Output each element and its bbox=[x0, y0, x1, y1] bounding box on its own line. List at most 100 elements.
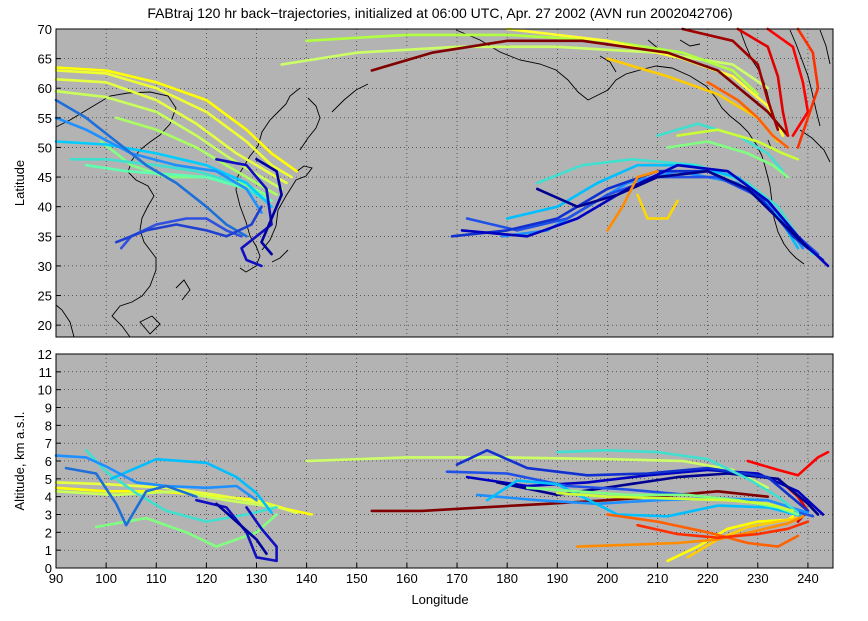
map-y-tick-label: 60 bbox=[38, 81, 52, 96]
altitude-trajectory-16 bbox=[455, 449, 810, 513]
map-trajectory-36 bbox=[676, 128, 800, 161]
altitude-y-tick-label: 6 bbox=[45, 454, 52, 469]
map-y-tick-label: 40 bbox=[38, 200, 52, 215]
map-trajectory-9 bbox=[54, 116, 263, 214]
altitude-y-tick-label: 11 bbox=[39, 365, 53, 380]
map-y-tick-label: 70 bbox=[38, 22, 52, 37]
altitude-y-tick-label: 10 bbox=[38, 383, 52, 398]
altitude-trajectory-10 bbox=[305, 456, 770, 490]
altitude-trajectories bbox=[54, 449, 830, 563]
altitude-x-tick-label: 220 bbox=[697, 571, 719, 586]
altitude-trajectory-12 bbox=[746, 450, 830, 477]
map-y-tick-label: 65 bbox=[38, 52, 52, 67]
map-trajectory-4 bbox=[114, 116, 278, 197]
map-trajectory-23 bbox=[766, 27, 810, 137]
altitude-trajectory-8 bbox=[195, 498, 278, 563]
altitude-y-tick-label: 8 bbox=[45, 418, 52, 433]
altitude-y-tick-label: 1 bbox=[45, 543, 52, 558]
altitude-trajectory-9 bbox=[215, 502, 268, 555]
map-y-tick-label: 35 bbox=[38, 229, 52, 244]
altitude-x-tick-label: 170 bbox=[446, 571, 468, 586]
altitude-x-tick-label: 230 bbox=[747, 571, 769, 586]
map-trajectory-21 bbox=[681, 27, 780, 131]
altitude-trajectory-1 bbox=[54, 481, 298, 514]
map-trajectory-22 bbox=[736, 27, 790, 137]
map-trajectories bbox=[54, 27, 830, 268]
altitude-y-tick-label: 7 bbox=[45, 436, 52, 451]
map-trajectory-8 bbox=[54, 140, 273, 208]
map-trajectory-33 bbox=[606, 169, 659, 232]
altitude-x-tick-label: 120 bbox=[196, 571, 218, 586]
map-y-ticks: 20 25 30 35 40 45 50 55 60 65 70 bbox=[38, 22, 61, 333]
altitude-x-tick-label: 210 bbox=[647, 571, 669, 586]
altitude-x-tick-label: 150 bbox=[346, 571, 368, 586]
altitude-x-ticks: 90 100 110 120 130 140 150 160 170 180 190 200 210 22… bbox=[49, 563, 819, 586]
coastline-islands bbox=[139, 83, 369, 335]
map-trajectory-0 bbox=[54, 66, 298, 173]
altitude-x-tick-label: 130 bbox=[246, 571, 268, 586]
map-frame bbox=[55, 28, 834, 338]
altitude-trajectory-18 bbox=[475, 493, 810, 514]
map-trajectory-20 bbox=[370, 39, 790, 137]
figure-title: FABtraj 120 hr back−trajectories, initia… bbox=[147, 5, 732, 21]
map-trajectory-2 bbox=[54, 78, 288, 185]
altitude-y-tick-label: 12 bbox=[38, 347, 52, 362]
altitude-y-tick-label: 4 bbox=[45, 490, 52, 505]
map-y-tick-label: 45 bbox=[38, 170, 52, 185]
map-trajectory-31 bbox=[535, 169, 810, 250]
altitude-trajectory-4 bbox=[84, 449, 278, 523]
map-trajectory-15 bbox=[280, 45, 770, 90]
altitude-trajectory-25 bbox=[576, 515, 805, 548]
map-y-tick-label: 55 bbox=[38, 111, 52, 126]
altitude-trajectory-22 bbox=[556, 491, 795, 513]
altitude-trajectory-5 bbox=[109, 457, 273, 514]
map-trajectory-30 bbox=[460, 163, 830, 268]
altitude-trajectory-20 bbox=[556, 449, 800, 514]
altitude-y-axis-label: Altitude, km a.s.l. bbox=[12, 412, 27, 511]
altitude-y-tick-label: 5 bbox=[45, 472, 52, 487]
coastline-asia bbox=[55, 87, 301, 338]
map-y-tick-label: 25 bbox=[38, 289, 52, 304]
altitude-x-tick-label: 200 bbox=[597, 571, 619, 586]
altitude-x-tick-label: 90 bbox=[49, 571, 63, 586]
altitude-x-tick-label: 190 bbox=[546, 571, 568, 586]
map-trajectory-13 bbox=[215, 158, 273, 268]
x-axis-label: Longitude bbox=[411, 592, 468, 607]
map-trajectory-3 bbox=[54, 89, 283, 191]
altitude-trajectory-3 bbox=[94, 513, 278, 548]
map-trajectory-14 bbox=[255, 158, 283, 256]
map-trajectory-1 bbox=[54, 69, 293, 179]
map-trajectory-35 bbox=[666, 140, 790, 179]
map-panel: 20 25 30 35 40 45 50 55 60 65 70 Latitude bbox=[12, 22, 834, 338]
map-y-tick-label: 30 bbox=[38, 259, 52, 274]
altitude-x-tick-label: 160 bbox=[396, 571, 418, 586]
altitude-y-tick-label: 3 bbox=[45, 508, 52, 523]
altitude-x-tick-label: 180 bbox=[496, 571, 518, 586]
altitude-trajectory-27 bbox=[636, 520, 810, 539]
altitude-y-tick-label: 2 bbox=[45, 525, 52, 540]
altitude-x-tick-label: 140 bbox=[296, 571, 318, 586]
coastline-map bbox=[55, 29, 831, 338]
map-y-axis-label: Latitude bbox=[12, 160, 27, 206]
map-trajectory-19 bbox=[706, 81, 790, 149]
altitude-trajectory-19 bbox=[485, 479, 805, 518]
map-y-tick-label: 20 bbox=[38, 318, 52, 333]
altitude-x-tick-label: 100 bbox=[95, 571, 117, 586]
map-trajectory-24 bbox=[796, 27, 820, 149]
altitude-trajectory-7 bbox=[64, 466, 198, 527]
map-plot-area bbox=[56, 29, 833, 337]
map-trajectory-32 bbox=[636, 193, 679, 220]
altitude-y-tick-label: 0 bbox=[45, 561, 52, 576]
map-trajectory-12 bbox=[114, 205, 263, 244]
altitude-trajectory-6 bbox=[54, 454, 258, 502]
altitude-trajectory-2 bbox=[54, 490, 278, 509]
map-trajectory-10 bbox=[54, 98, 248, 238]
altitude-trajectory-24 bbox=[686, 516, 800, 559]
altitude-x-tick-label: 110 bbox=[146, 571, 167, 586]
altitude-y-tick-label: 9 bbox=[45, 401, 52, 416]
altitude-x-tick-label: 240 bbox=[797, 571, 819, 586]
map-y-tick-label: 50 bbox=[38, 140, 52, 155]
